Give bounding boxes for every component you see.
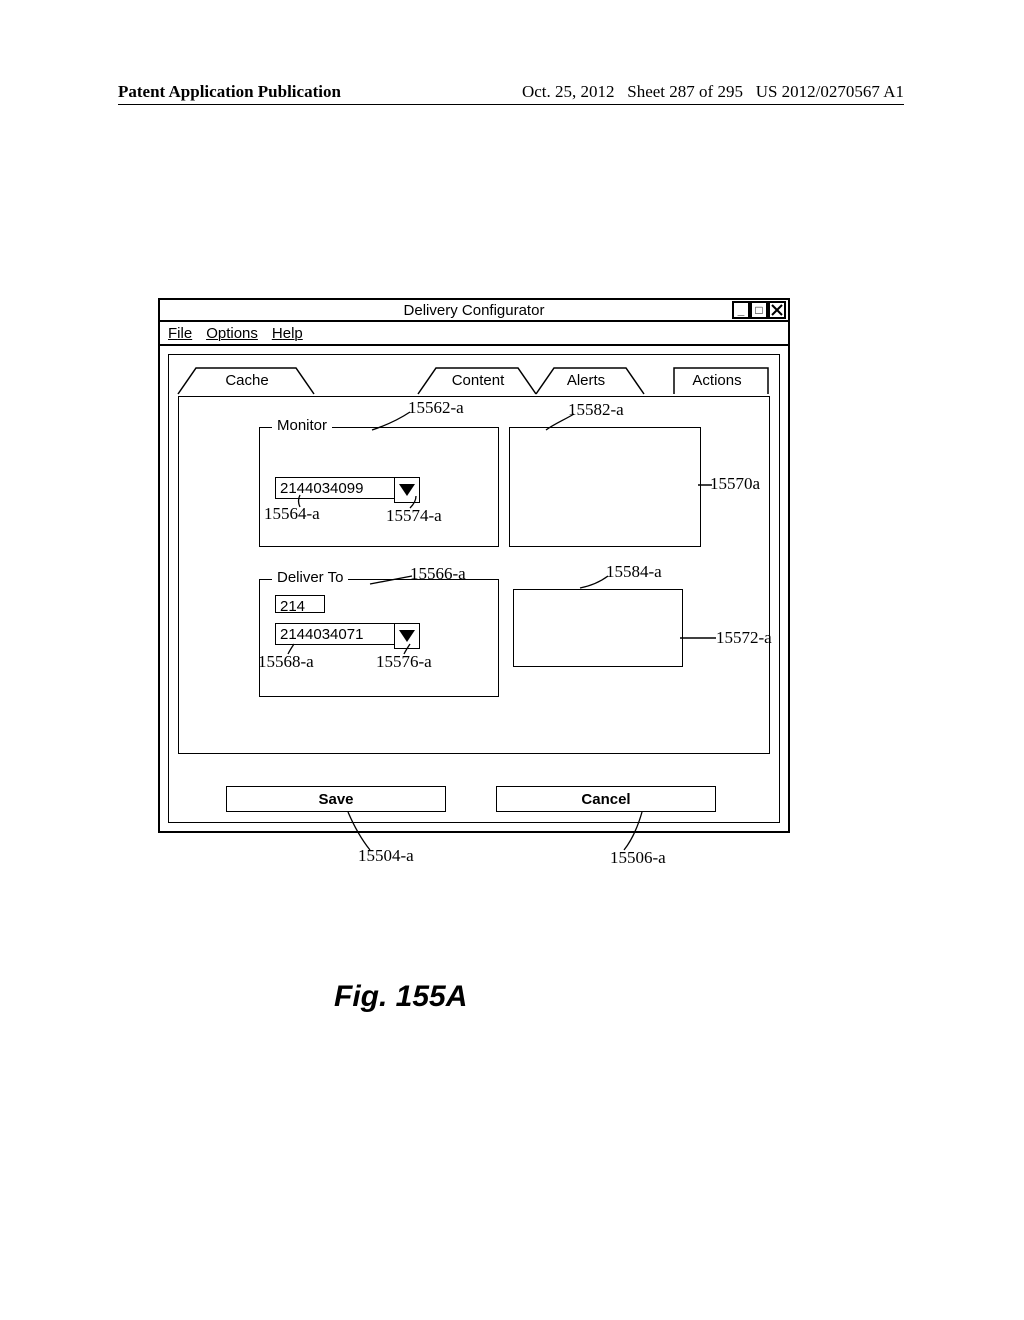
tab-alerts[interactable]: Alerts bbox=[556, 366, 616, 394]
menubar: File Options Help bbox=[160, 322, 788, 344]
titlebar: Delivery Configurator _ □ bbox=[160, 300, 788, 322]
cancel-button[interactable]: Cancel bbox=[496, 786, 716, 812]
annot-15564a: 15564-a bbox=[264, 504, 320, 524]
lead-15504a bbox=[346, 812, 376, 852]
tab-cache[interactable]: Cache bbox=[202, 366, 292, 394]
annot-15570a: 15570a bbox=[710, 474, 760, 494]
lead-15570a bbox=[698, 484, 714, 486]
deliver-legend: Deliver To bbox=[272, 569, 348, 586]
window-title: Delivery Configurator bbox=[404, 302, 545, 319]
monitor-combo-input[interactable]: 2144034099 bbox=[275, 477, 395, 499]
save-button[interactable]: Save bbox=[226, 786, 446, 812]
header-sheet: Sheet 287 of 295 bbox=[627, 82, 743, 101]
minimize-button[interactable]: _ bbox=[732, 301, 750, 319]
maximize-button[interactable]: □ bbox=[750, 301, 768, 319]
lead-15568a bbox=[286, 644, 298, 656]
deliver-combo-input[interactable]: 2144034071 bbox=[275, 623, 395, 645]
monitor-legend: Monitor bbox=[272, 417, 332, 434]
lead-15562a bbox=[370, 408, 420, 432]
chevron-down-icon bbox=[399, 484, 415, 496]
header-right: Oct. 25, 2012 Sheet 287 of 295 US 2012/0… bbox=[522, 82, 904, 102]
annot-15572a: 15572-a bbox=[716, 628, 772, 648]
deliver-preview bbox=[513, 589, 683, 667]
menu-help[interactable]: Help bbox=[272, 325, 303, 342]
header-left: Patent Application Publication bbox=[118, 82, 341, 102]
tabpanel: Monitor 2144034099 Deliver To 214 214403… bbox=[178, 396, 770, 754]
lead-15582a bbox=[544, 412, 584, 432]
header-date: Oct. 25, 2012 bbox=[522, 82, 615, 101]
header-pubno: US 2012/0270567 A1 bbox=[756, 82, 904, 101]
chevron-down-icon bbox=[399, 630, 415, 642]
close-icon bbox=[770, 303, 784, 317]
lead-15574a bbox=[408, 496, 424, 510]
menu-file[interactable]: File bbox=[168, 325, 192, 342]
window-controls: _ □ bbox=[732, 301, 786, 319]
annot-15566a: 15566-a bbox=[410, 564, 466, 584]
annot-15584a: 15584-a bbox=[606, 562, 662, 582]
menu-options[interactable]: Options bbox=[206, 325, 258, 342]
monitor-preview bbox=[509, 427, 701, 547]
page-header: Patent Application Publication Oct. 25, … bbox=[118, 82, 904, 105]
deliver-text[interactable]: 214 bbox=[275, 595, 325, 613]
close-button[interactable] bbox=[768, 301, 786, 319]
tab-actions[interactable]: Actions bbox=[682, 366, 752, 394]
lead-15584a bbox=[578, 574, 612, 590]
page: Patent Application Publication Oct. 25, … bbox=[0, 0, 1024, 1320]
lead-15506a bbox=[618, 812, 648, 852]
lead-15572a bbox=[680, 636, 718, 640]
lead-15566a bbox=[368, 574, 414, 588]
lead-15564a bbox=[296, 495, 304, 509]
figure-label: Fig. 155A bbox=[334, 980, 467, 1014]
lead-15576a bbox=[402, 644, 414, 656]
tab-content[interactable]: Content bbox=[440, 366, 516, 394]
app-window: Delivery Configurator _ □ File Options H… bbox=[158, 298, 790, 833]
